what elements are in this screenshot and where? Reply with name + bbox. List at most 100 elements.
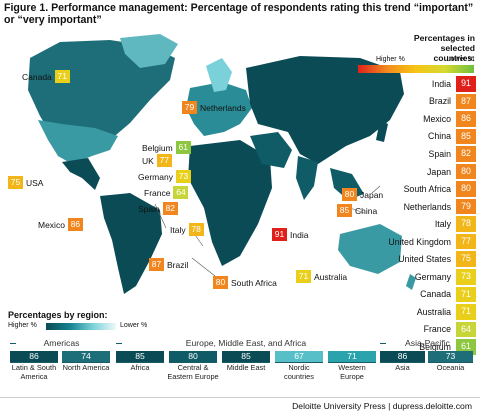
map-label-name: Belgium bbox=[142, 142, 173, 153]
country-row-united-kingdom: United Kingdom 77 bbox=[356, 233, 476, 251]
map-europe bbox=[186, 82, 252, 136]
map-label-value: 86 bbox=[67, 218, 83, 231]
region-underline bbox=[380, 362, 425, 363]
country-value: 91 bbox=[456, 76, 476, 92]
region-legend-gradient bbox=[46, 323, 116, 330]
map-label-usa: 75 USA bbox=[8, 176, 43, 189]
country-row-canada: Canada 71 bbox=[356, 286, 476, 304]
map-greenland bbox=[120, 34, 178, 68]
leader-brazil bbox=[154, 203, 167, 229]
country-name: Spain bbox=[428, 148, 452, 159]
group-rule-left bbox=[10, 343, 16, 344]
group-rule-left bbox=[380, 343, 386, 344]
map-africa bbox=[188, 140, 272, 266]
map-label-name: India bbox=[290, 229, 309, 240]
country-value: 71 bbox=[456, 304, 476, 320]
map-label-japan: 80 Japan bbox=[342, 188, 383, 201]
country-row-india: India 91 bbox=[356, 75, 476, 93]
map-label-india: 91 India bbox=[272, 228, 308, 241]
region-group-europe-middle-east-and-africa: Europe, Middle East, and Africa bbox=[185, 338, 307, 348]
country-name: China bbox=[428, 131, 451, 142]
country-name: Brazil bbox=[429, 96, 451, 107]
region-underline bbox=[10, 362, 58, 363]
country-row-china: China 85 bbox=[356, 128, 476, 146]
region-legend-lower: Lower % bbox=[120, 322, 148, 329]
map-label-uk: UK 77 bbox=[142, 154, 172, 167]
country-name: United States bbox=[398, 254, 451, 265]
region-value-middle-east: 85 bbox=[222, 351, 270, 362]
country-color-legend: Higher % Lower % bbox=[358, 56, 474, 76]
map-label-brazil: 87 Brazil bbox=[149, 258, 188, 271]
country-value: 82 bbox=[456, 146, 476, 162]
region-underline bbox=[116, 362, 164, 363]
country-row-italy: Italy 78 bbox=[356, 215, 476, 233]
map-label-germany: Germany 73 bbox=[138, 170, 191, 183]
map-label-name: USA bbox=[26, 177, 44, 188]
region-underline bbox=[275, 362, 323, 363]
map-label-china: 85 China bbox=[337, 204, 377, 217]
country-row-united-states: United States 75 bbox=[356, 250, 476, 268]
country-name: Belgium bbox=[419, 341, 451, 352]
country-row-germany: Germany 73 bbox=[356, 268, 476, 286]
country-value: 78 bbox=[456, 216, 476, 232]
country-value: 80 bbox=[456, 181, 476, 197]
country-value: 85 bbox=[456, 128, 476, 145]
country-name: Australia bbox=[416, 306, 451, 317]
map-label-australia: 71 Australia bbox=[296, 270, 347, 283]
map-label-spain: Spain 82 bbox=[138, 202, 178, 215]
map-label-mexico: Mexico 86 bbox=[38, 218, 83, 231]
country-row-brazil: Brazil 87 bbox=[356, 93, 476, 111]
country-value: 71 bbox=[456, 286, 476, 303]
country-row-belgium: Belgium 61 bbox=[356, 338, 476, 356]
map-label-name: Brazil bbox=[167, 259, 189, 270]
country-row-spain: Spain 82 bbox=[356, 145, 476, 163]
country-name: Netherlands bbox=[403, 201, 451, 212]
region-underline bbox=[222, 362, 270, 363]
figure-title: Figure 1. Performance management: Percen… bbox=[4, 2, 474, 26]
map-label-value: 79 bbox=[182, 101, 197, 114]
map-label-name: Australia bbox=[314, 271, 348, 282]
map-asia bbox=[246, 56, 404, 164]
country-row-japan: Japan 80 bbox=[356, 163, 476, 181]
map-scandinavia bbox=[206, 58, 232, 92]
map-label-name: UK bbox=[142, 155, 154, 166]
map-label-value: 91 bbox=[272, 228, 287, 241]
map-label-name: Mexico bbox=[38, 219, 65, 230]
region-underline bbox=[428, 362, 473, 363]
map-label-value: 61 bbox=[175, 141, 191, 154]
map-label-name: Netherlands bbox=[200, 102, 246, 113]
map-label-value: 80 bbox=[213, 276, 228, 289]
legend-title-line2: selected countries: bbox=[433, 43, 475, 63]
country-name: France bbox=[423, 324, 451, 335]
legend-higher-label: Higher % bbox=[376, 56, 405, 63]
region-value-north-america: 74 bbox=[62, 351, 110, 362]
leader-japan bbox=[371, 185, 381, 194]
region-value-western-europe: 71 bbox=[328, 351, 376, 362]
region-group-asia-pacific: Asia-Pacific bbox=[405, 338, 450, 348]
legend-title-line1: Percentages in bbox=[413, 33, 475, 43]
country-value: 77 bbox=[456, 233, 476, 250]
country-name: Canada bbox=[420, 289, 451, 300]
region-value-asia: 86 bbox=[380, 351, 425, 362]
country-name: Italy bbox=[434, 219, 451, 230]
region-name-africa: Africa bbox=[130, 363, 150, 372]
region-value-africa: 85 bbox=[116, 351, 164, 362]
country-row-australia: Australia 71 bbox=[356, 303, 476, 321]
region-name-western-europe: Western Europe bbox=[338, 363, 366, 381]
map-australia bbox=[338, 224, 402, 274]
region-name-north-america: North America bbox=[62, 363, 110, 372]
country-row-south-africa: South Africa 80 bbox=[356, 180, 476, 198]
country-name: South Africa bbox=[403, 184, 451, 195]
map-india bbox=[296, 156, 318, 200]
country-name: India bbox=[431, 78, 451, 89]
group-rule-left bbox=[116, 343, 122, 344]
map-label-name: China bbox=[355, 205, 378, 216]
region-group-americas: Americas bbox=[43, 338, 80, 348]
footer: Deloitte University Press | dupress.delo… bbox=[0, 397, 480, 415]
country-row-france: France 64 bbox=[356, 321, 476, 339]
map-label-name: Germany bbox=[138, 171, 173, 182]
map-label-name: Canada bbox=[22, 71, 52, 82]
map-label-value: 87 bbox=[149, 258, 164, 271]
country-name: United Kingdom bbox=[388, 236, 451, 247]
map-label-netherlands: 79 Netherlands bbox=[182, 101, 246, 114]
